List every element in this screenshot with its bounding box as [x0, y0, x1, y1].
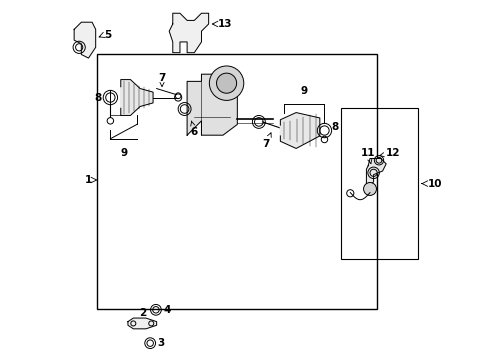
Circle shape	[209, 66, 244, 100]
Bar	[97, 54, 376, 309]
Polygon shape	[74, 22, 96, 58]
Text: 11: 11	[360, 148, 375, 164]
Bar	[341, 108, 418, 259]
Text: 7: 7	[262, 133, 271, 149]
Text: 6: 6	[190, 121, 198, 136]
Text: 3: 3	[157, 338, 164, 348]
Text: 8: 8	[94, 93, 101, 103]
Polygon shape	[121, 80, 153, 116]
Text: 12: 12	[379, 148, 400, 158]
Text: 9: 9	[300, 86, 307, 96]
Circle shape	[216, 73, 236, 93]
Circle shape	[363, 183, 376, 195]
Text: 8: 8	[330, 122, 338, 132]
Text: 5: 5	[104, 30, 112, 40]
Text: 7: 7	[158, 73, 165, 86]
Text: 1: 1	[85, 175, 92, 185]
Polygon shape	[128, 318, 156, 329]
Polygon shape	[366, 158, 386, 185]
Text: 13: 13	[217, 19, 232, 29]
Polygon shape	[169, 13, 208, 53]
Text: 10: 10	[427, 179, 441, 189]
Polygon shape	[187, 74, 237, 135]
Polygon shape	[280, 113, 319, 148]
Text: 4: 4	[163, 305, 171, 315]
Text: 2: 2	[139, 309, 145, 318]
Text: 9: 9	[120, 148, 127, 158]
